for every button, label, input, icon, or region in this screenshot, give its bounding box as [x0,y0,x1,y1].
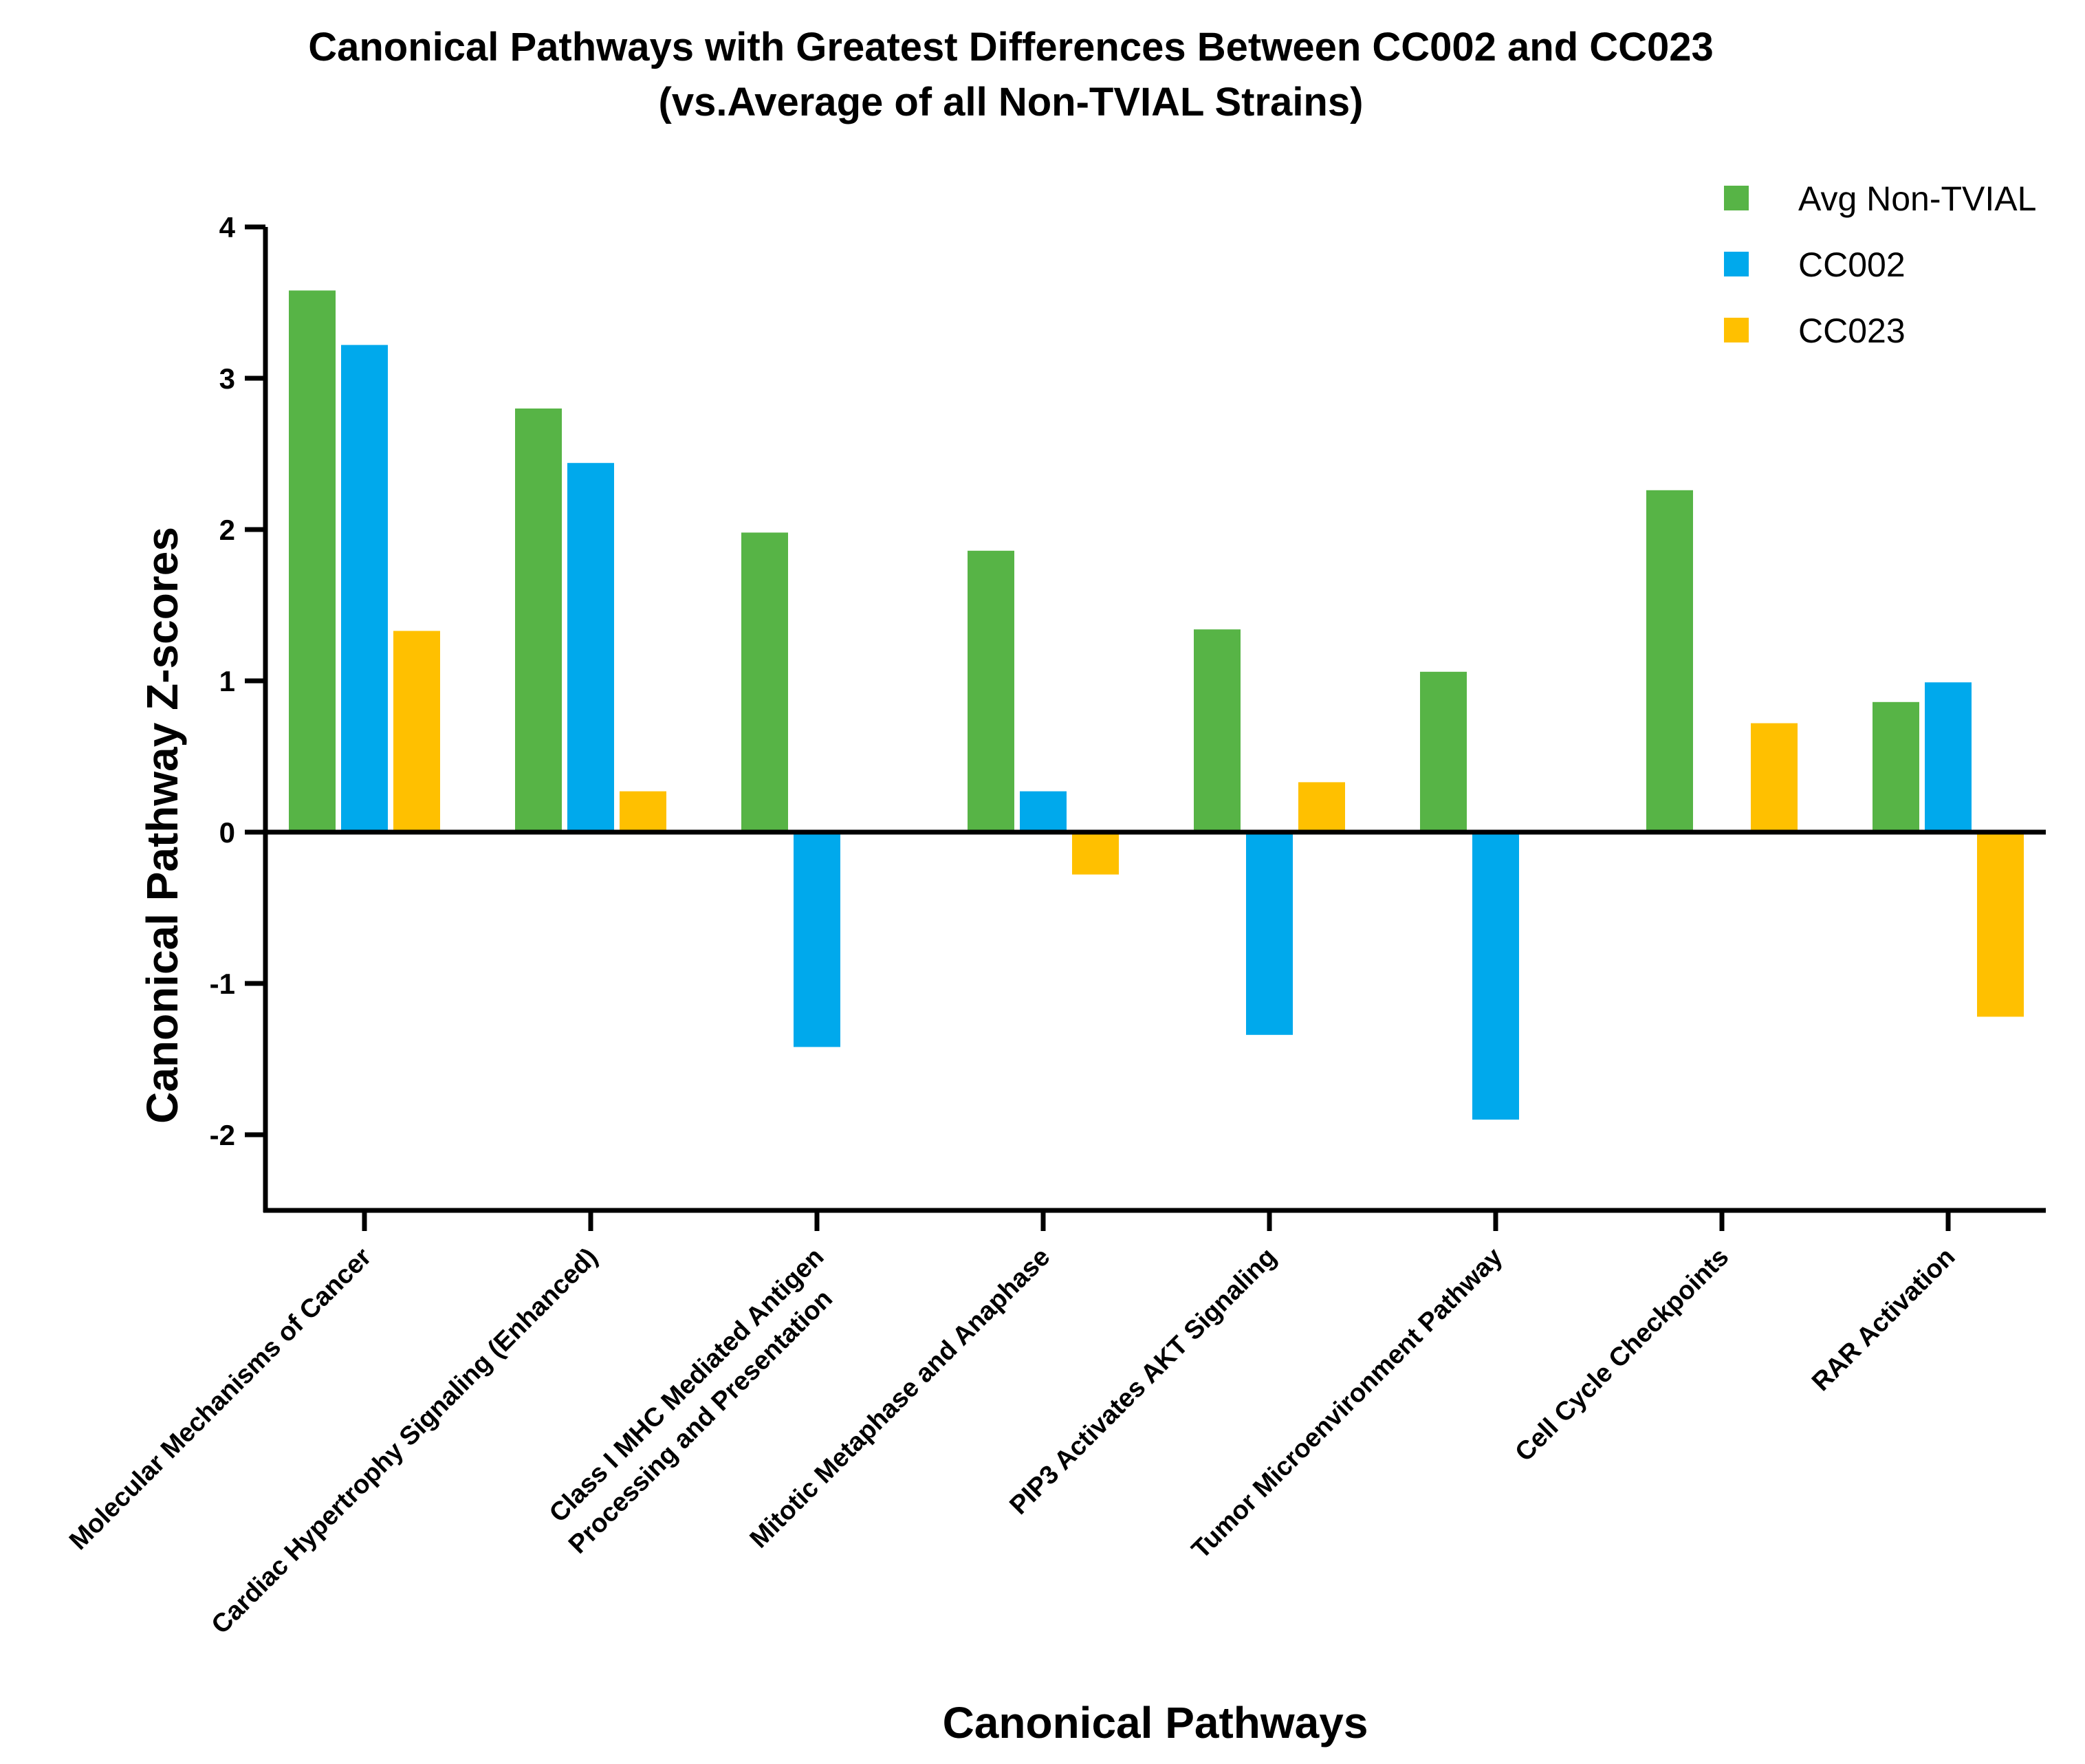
bar-avg-non-tvial-8 [1873,701,1919,832]
bar-avg-non-tvial-1 [289,290,336,832]
bar-cc002-5 [1246,832,1293,1035]
x-tick-label: RAR Activation [1806,1243,1961,1397]
bar-cc002-8 [1925,682,1972,832]
chart-subtitle: (vs.Average of all Non-TVIAL Strains) [659,80,1364,124]
x-tick-label-line: PIP3 Activates AKT Signaling [1004,1243,1282,1521]
bar-cc023-2 [620,791,666,832]
bar-cc023-1 [393,631,440,832]
legend-label: CC002 [1798,246,1906,284]
x-tick-label-line: Cell Cycle Checkpoints [1510,1243,1735,1468]
x-tick-label-line: RAR Activation [1806,1243,1961,1397]
legend-swatch [1724,186,1749,210]
y-tick-label: 1 [219,665,235,697]
x-tick-label: PIP3 Activates AKT Signaling [1004,1243,1282,1521]
bar-avg-non-tvial-4 [968,550,1014,832]
legend-swatch [1724,318,1749,342]
legend-label: Avg Non-TVIAL [1798,179,2036,218]
y-tick-label: -2 [210,1119,235,1151]
bar-avg-non-tvial-2 [515,409,562,832]
bar-cc023-5 [1298,782,1345,832]
bar-cc023-4 [1072,832,1119,875]
bar-avg-non-tvial-3 [741,532,788,832]
legend: Avg Non-TVIAL CC002 CC023 [1724,179,2036,350]
x-tick-label: Cell Cycle Checkpoints [1510,1243,1735,1468]
legend-label: CC023 [1798,312,1906,350]
bar-cc002-4 [1020,791,1067,832]
y-tick-label: 4 [219,211,236,243]
bar-avg-non-tvial-7 [1646,490,1693,832]
bar-cc023-8 [1977,832,2024,1017]
bar-cc023-7 [1751,723,1798,832]
bar-avg-non-tvial-5 [1194,629,1241,832]
x-tick-label-line: Class I MHC Mediated Antigen [544,1243,829,1528]
y-axis-title: Canonical Pathway Z-scores [138,527,187,1124]
y-tick-label: 0 [219,816,235,849]
x-tick-label: Class I MHC Mediated AntigenProcessing a… [538,1243,855,1560]
y-tick-label: 2 [219,514,235,546]
bar-avg-non-tvial-6 [1420,671,1467,832]
y-tick-label: -1 [210,968,235,1000]
y-tick-label: 3 [219,362,235,395]
bar-cc002-6 [1472,832,1519,1120]
chart-title: Canonical Pathways with Greatest Differe… [308,25,1714,69]
x-tick-label: Cardiac Hypertrophy Signaling (Enhanced) [206,1243,604,1640]
x-axis-title: Canonical Pathways [943,1698,1368,1747]
x-tick-label-line: Cardiac Hypertrophy Signaling (Enhanced) [206,1243,604,1640]
bar-cc002-2 [567,463,614,832]
bar-cc002-3 [794,832,840,1047]
bar-cc002-1 [341,345,388,833]
legend-swatch [1724,252,1749,276]
